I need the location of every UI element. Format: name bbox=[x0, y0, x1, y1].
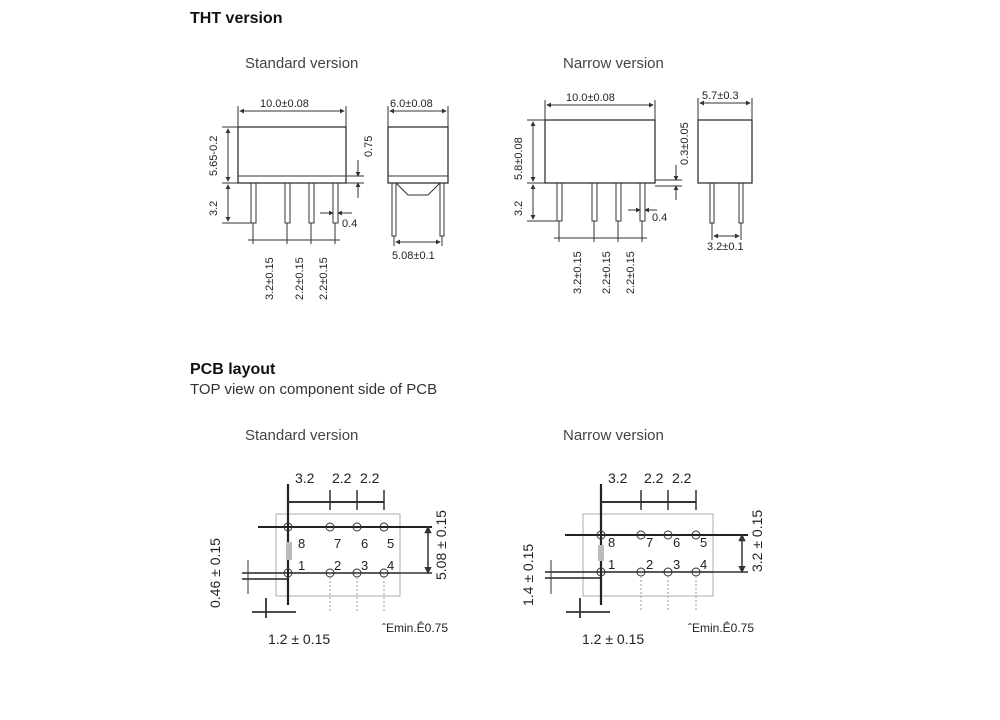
pcb-std-top-1: 3.2 bbox=[295, 470, 315, 486]
tht-std-pin-thickness: 0.4 bbox=[342, 218, 357, 230]
pcb-std-pad-width: 1.2 ± 0.15 bbox=[268, 631, 330, 647]
pcb-std-pad-offset: 0.46 ± 0.15 bbox=[207, 538, 223, 608]
pcb-std-pin-1: 1 bbox=[298, 558, 305, 573]
pcb-nar-pin-7: 7 bbox=[646, 535, 653, 550]
tht-nar-body-width: 10.0±0.08 bbox=[566, 92, 615, 104]
pcb-narrow-label: Narrow version bbox=[563, 427, 664, 444]
tht-standard-label: Standard version bbox=[245, 55, 359, 72]
pin bbox=[332, 182, 339, 224]
pcb-std-pin-8: 8 bbox=[298, 536, 305, 551]
pcb-nar-hole: ˆEmin.Ê0.75 bbox=[688, 620, 754, 635]
pcb-nar-pin-4: 4 bbox=[700, 557, 707, 572]
pcb-standard-layout bbox=[242, 484, 432, 618]
pcb-std-pin-5: 5 bbox=[387, 536, 394, 551]
tht-nar-side-width: 5.7±0.3 bbox=[702, 90, 739, 102]
tht-std-body-width: 10.0±0.08 bbox=[260, 98, 309, 110]
pcb-nar-pad-offset: 1.4 ± 0.15 bbox=[520, 544, 536, 606]
pin bbox=[250, 182, 257, 224]
tht-narrow-side-view bbox=[697, 98, 753, 240]
tht-std-pitch-3: 2.2±0.15 bbox=[318, 257, 330, 300]
tht-nar-pin-thickness: 0.4 bbox=[652, 212, 667, 224]
tht-std-row-spacing: 5.08±0.1 bbox=[392, 250, 435, 262]
pcb-subheading: TOP view on component side of PCB bbox=[190, 381, 438, 398]
pcb-std-pin-2: 2 bbox=[334, 558, 341, 573]
tht-nar-body-height: 5.8±0.08 bbox=[513, 137, 525, 180]
tht-std-pitch-1: 3.2±0.15 bbox=[264, 257, 276, 300]
pcb-std-pin-6: 6 bbox=[361, 536, 368, 551]
pcb-std-row-spacing: 5.08 ± 0.15 bbox=[433, 510, 449, 580]
pcb-std-pin-4: 4 bbox=[387, 558, 394, 573]
tht-std-pin-length: 3.2 bbox=[208, 201, 220, 216]
pcb-std-pin-7: 7 bbox=[334, 536, 341, 551]
tht-std-side-width: 6.0±0.08 bbox=[390, 98, 433, 110]
tht-narrow-front-view bbox=[527, 100, 682, 242]
tht-heading: THT version bbox=[190, 10, 283, 27]
pcb-nar-pad-width: 1.2 ± 0.15 bbox=[582, 631, 644, 647]
pcb-std-pin-3: 3 bbox=[361, 558, 368, 573]
pin bbox=[284, 182, 291, 224]
pcb-nar-top-1: 3.2 bbox=[608, 470, 628, 486]
pcb-nar-pin-2: 2 bbox=[646, 557, 653, 572]
pcb-std-top-3: 2.2 bbox=[360, 470, 380, 486]
tht-nar-pin-length: 3.2 bbox=[513, 201, 525, 216]
tht-narrow-label: Narrow version bbox=[563, 55, 664, 72]
pcb-narrow-layout bbox=[545, 484, 748, 618]
tht-std-standoff: 0.75 bbox=[363, 136, 375, 157]
tht-std-body-height: 5.65-0.2 bbox=[208, 136, 220, 176]
pcb-nar-top-2: 2.2 bbox=[644, 470, 664, 486]
tht-standard-front-view bbox=[222, 106, 364, 244]
tht-nar-row-spacing: 3.2±0.1 bbox=[707, 241, 744, 253]
tht-nar-pitch-1: 3.2±0.15 bbox=[572, 251, 584, 294]
relay-body bbox=[237, 126, 347, 184]
pcb-standard-label: Standard version bbox=[245, 427, 359, 444]
pcb-nar-pin-3: 3 bbox=[673, 557, 680, 572]
pcb-std-top-2: 2.2 bbox=[332, 470, 352, 486]
pcb-nar-top-3: 2.2 bbox=[672, 470, 692, 486]
tht-standard-side-view bbox=[387, 106, 449, 246]
pcb-nar-pin-6: 6 bbox=[673, 535, 680, 550]
pcb-std-hole: ˆEmin.Ê0.75 bbox=[382, 620, 448, 635]
tht-nar-standoff: 0.3±0.05 bbox=[679, 122, 691, 165]
pin bbox=[308, 182, 315, 224]
pcb-heading: PCB layout bbox=[190, 361, 276, 378]
tht-nar-pitch-3: 2.2±0.15 bbox=[625, 251, 637, 294]
pcb-nar-pin-8: 8 bbox=[608, 535, 615, 550]
pcb-nar-pin-1: 1 bbox=[608, 557, 615, 572]
tht-nar-pitch-2: 2.2±0.15 bbox=[601, 251, 613, 294]
tht-std-pitch-2: 2.2±0.15 bbox=[294, 257, 306, 300]
pcb-nar-pin-5: 5 bbox=[700, 535, 707, 550]
pcb-nar-row-spacing: 3.2 ± 0.15 bbox=[749, 510, 765, 572]
